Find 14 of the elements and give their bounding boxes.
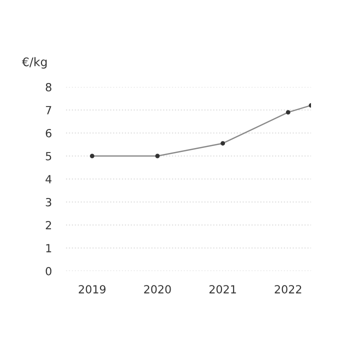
y-tick-label: 6 (46, 128, 52, 138)
y-tick-label: 5 (46, 152, 52, 160)
x-tick-label: 2021 (209, 285, 236, 294)
y-tick-label: 7 (46, 106, 52, 114)
y-tick-label: 2 (46, 220, 51, 230)
y-tick-label: 4 (46, 175, 52, 184)
x-tick-label: 2020 (144, 285, 171, 294)
x-tick-label: 2019 (78, 285, 106, 294)
y-tick-label: 8 (46, 82, 52, 92)
y-axis-title: €/kg (22, 57, 47, 69)
y-tick-label: 3 (46, 198, 52, 206)
y-tick-label: 0 (46, 266, 52, 276)
y-tick-label: 1 (46, 244, 52, 252)
x-tick-label: 2022 (274, 285, 302, 294)
